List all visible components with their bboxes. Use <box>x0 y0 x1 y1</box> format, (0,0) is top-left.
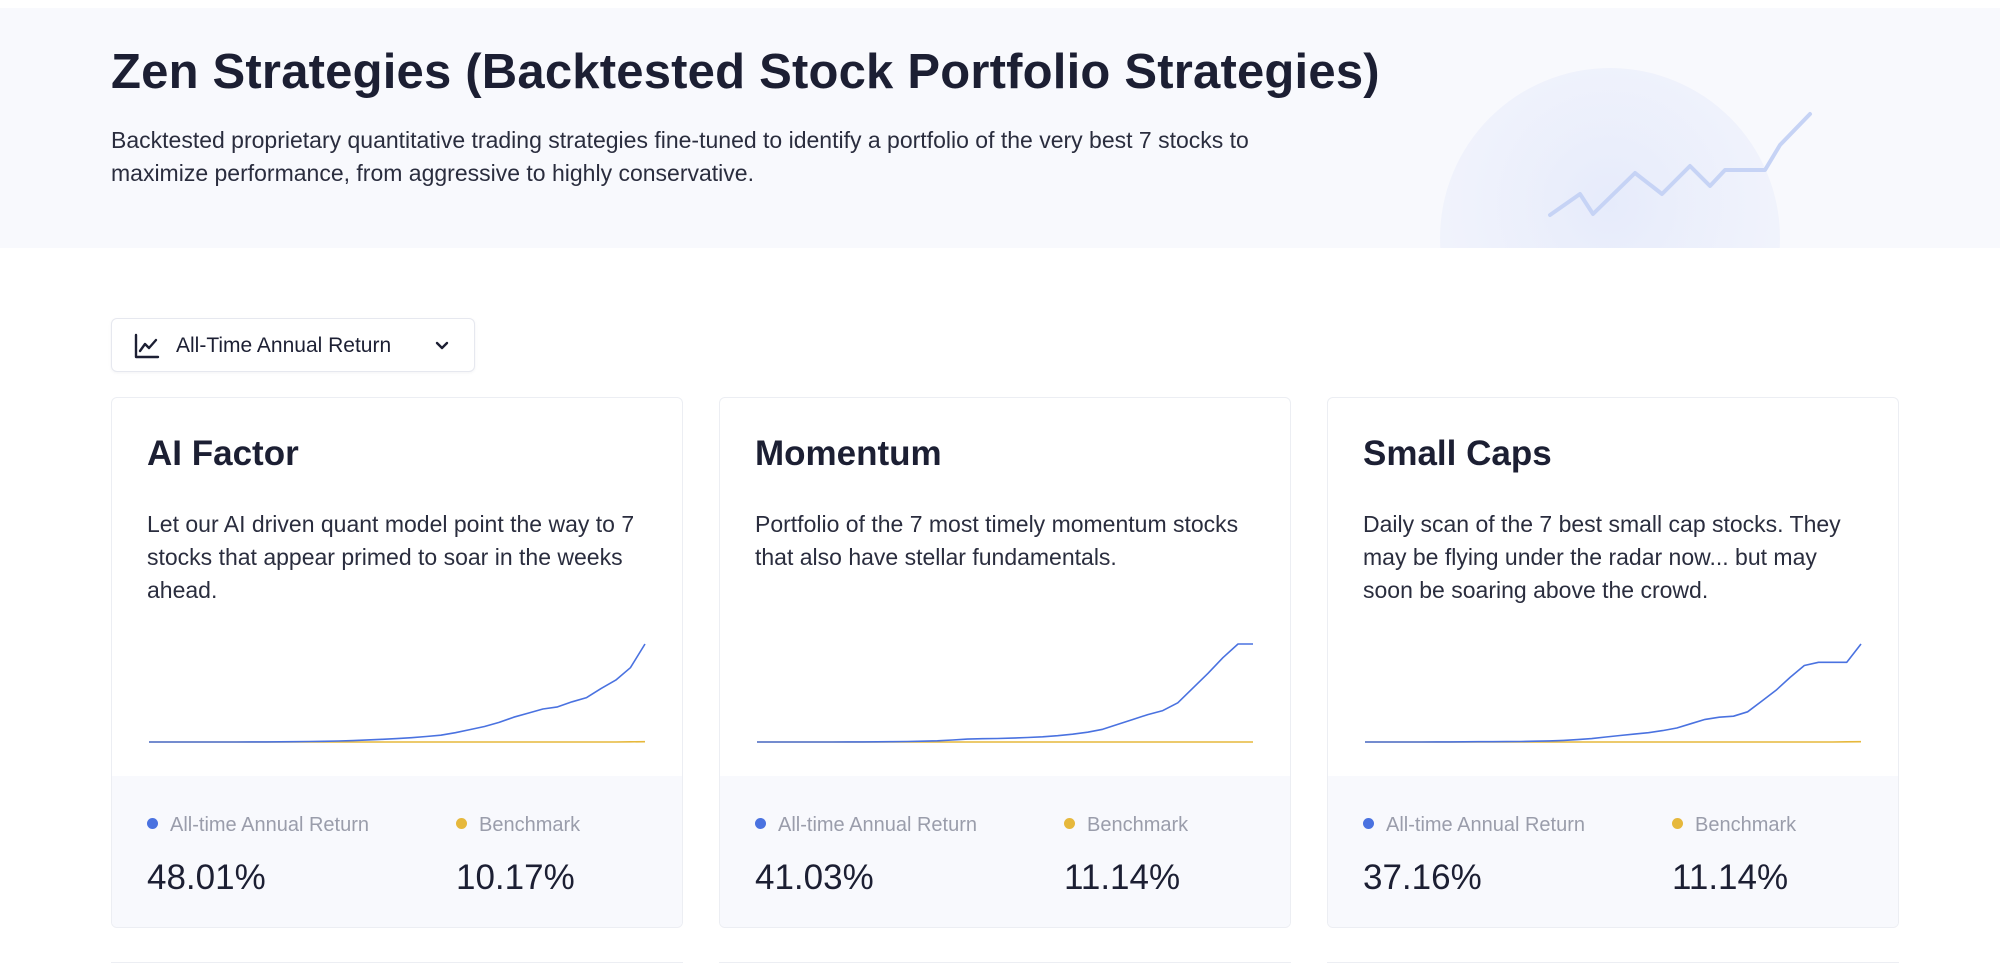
strategy-line <box>1365 644 1861 742</box>
strategy-card-small-caps[interactable]: Small Caps Daily scan of the 7 best smal… <box>1327 397 1899 928</box>
sort-metric-dropdown[interactable]: All-Time Annual Return <box>111 318 475 372</box>
next-row-card-edge <box>111 962 683 973</box>
strategy-title: Small Caps <box>1363 434 1552 474</box>
strategy-dot-icon <box>755 818 766 829</box>
next-row-card-edge <box>1327 962 1899 973</box>
legend-label: All-time Annual Return <box>778 814 977 836</box>
strategy-line <box>149 644 645 742</box>
page-description: Backtested proprietary quantitative trad… <box>111 124 1351 190</box>
legend-label: Benchmark <box>1087 814 1188 836</box>
strategy-description: Portfolio of the 7 most timely momentum … <box>755 508 1265 574</box>
benchmark-dot-icon <box>1672 818 1683 829</box>
hero-banner: Zen Strategies (Backtested Stock Portfol… <box>0 8 2000 248</box>
next-row-card-edge <box>719 962 1291 973</box>
benchmark-return-value: 11.14% <box>1672 858 1788 898</box>
strategy-return-value: 41.03% <box>755 858 874 898</box>
legend-benchmark: Benchmark <box>1064 814 1188 837</box>
card-stats: All-time Annual Return Benchmark 48.01% … <box>112 776 683 928</box>
legend-benchmark: Benchmark <box>1672 814 1796 837</box>
dropdown-selected-value: All-Time Annual Return <box>176 334 391 358</box>
strategy-card-ai-factor[interactable]: AI Factor Let our AI driven quant model … <box>111 397 683 928</box>
strategy-description: Let our AI driven quant model point the … <box>147 508 657 607</box>
legend-label: All-time Annual Return <box>170 814 369 836</box>
card-stats: All-time Annual Return Benchmark 37.16% … <box>1328 776 1899 928</box>
strategy-description: Daily scan of the 7 best small cap stock… <box>1363 508 1873 607</box>
legend-label: All-time Annual Return <box>1386 814 1585 836</box>
legend-strategy: All-time Annual Return <box>1363 814 1585 837</box>
legend-label: Benchmark <box>1695 814 1796 836</box>
legend-benchmark: Benchmark <box>456 814 580 837</box>
performance-chart <box>755 638 1255 748</box>
performance-chart <box>147 638 647 748</box>
strategy-dot-icon <box>1363 818 1374 829</box>
line-chart-icon <box>134 333 160 359</box>
card-stats: All-time Annual Return Benchmark 41.03% … <box>720 776 1291 928</box>
strategy-dot-icon <box>147 818 158 829</box>
benchmark-return-value: 10.17% <box>456 858 575 898</box>
benchmark-return-value: 11.14% <box>1064 858 1180 898</box>
benchmark-dot-icon <box>456 818 467 829</box>
page-title: Zen Strategies (Backtested Stock Portfol… <box>111 44 1380 100</box>
legend-strategy: All-time Annual Return <box>755 814 977 837</box>
legend-label: Benchmark <box>479 814 580 836</box>
trend-decoration-icon <box>1440 68 1840 248</box>
strategy-line <box>757 644 1253 742</box>
strategy-title: Momentum <box>755 434 942 474</box>
strategy-return-value: 48.01% <box>147 858 266 898</box>
performance-chart <box>1363 638 1863 748</box>
benchmark-dot-icon <box>1064 818 1075 829</box>
strategy-return-value: 37.16% <box>1363 858 1482 898</box>
strategy-title: AI Factor <box>147 434 299 474</box>
legend-strategy: All-time Annual Return <box>147 814 369 837</box>
chevron-down-icon <box>434 339 450 353</box>
strategy-card-momentum[interactable]: Momentum Portfolio of the 7 most timely … <box>719 397 1291 928</box>
